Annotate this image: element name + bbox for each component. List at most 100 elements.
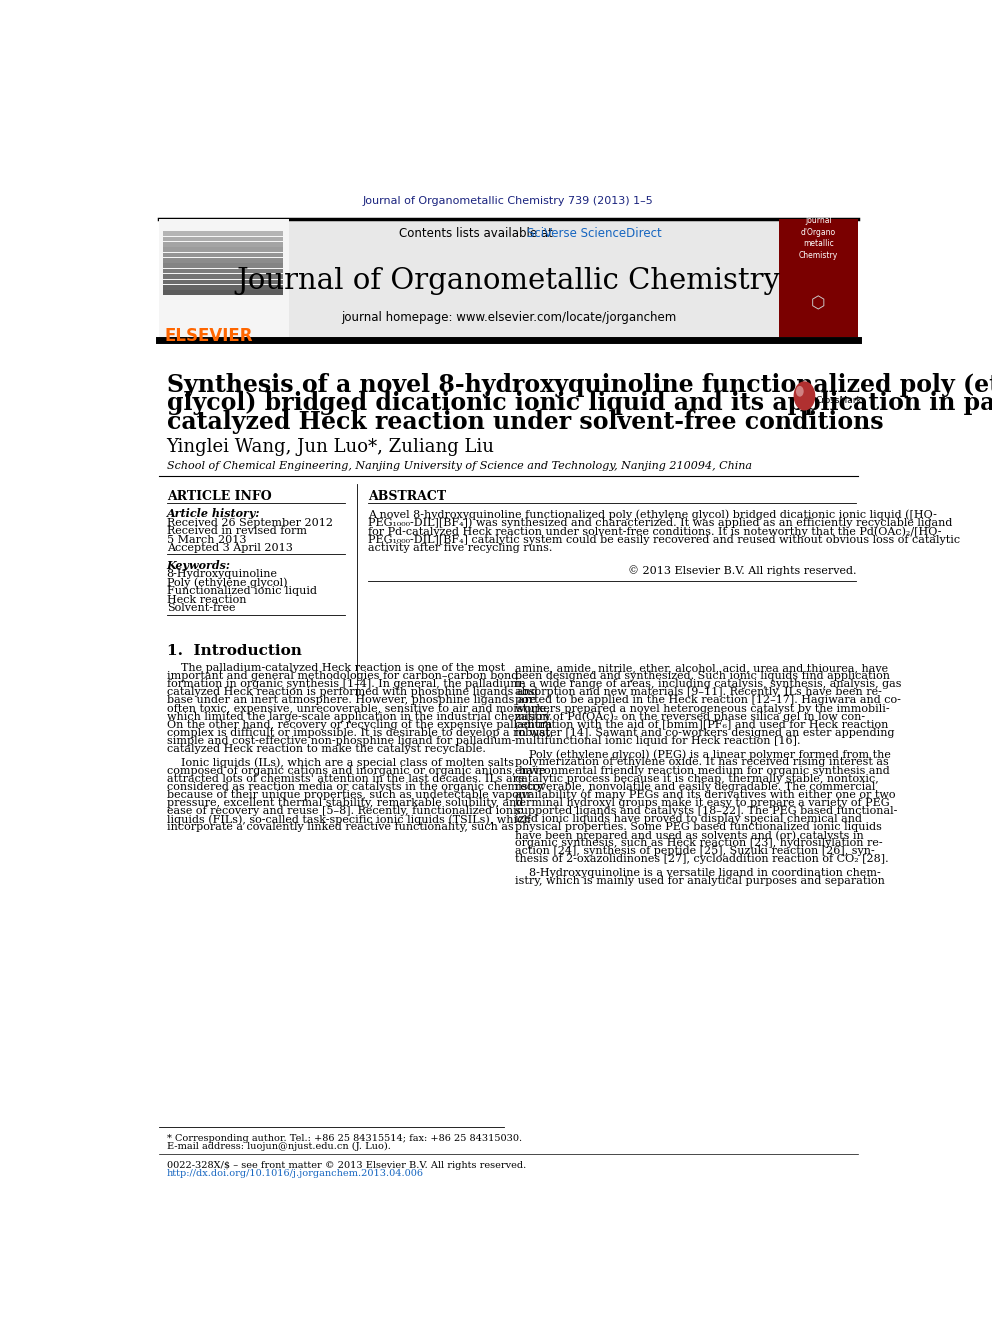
Text: for Pd-catalyzed Heck reaction under solvent-free conditions. It is noteworthy t: for Pd-catalyzed Heck reaction under sol… xyxy=(368,527,941,537)
Text: © 2013 Elsevier B.V. All rights reserved.: © 2013 Elsevier B.V. All rights reserved… xyxy=(628,565,856,576)
Text: terminal hydroxyl groups make it easy to prepare a variety of PEG: terminal hydroxyl groups make it easy to… xyxy=(516,798,890,808)
Text: absorption and new materials [9–11]. Recently, ILs have been re-: absorption and new materials [9–11]. Rec… xyxy=(516,688,882,697)
Text: supported ligands and catalysts [18–22]. The PEG based functional-: supported ligands and catalysts [18–22].… xyxy=(516,806,898,816)
Bar xyxy=(163,274,283,279)
Text: multifunctional ionic liquid for Heck reaction [16].: multifunctional ionic liquid for Heck re… xyxy=(516,736,801,746)
Text: Ionic liquids (ILs), which are a special class of molten salts: Ionic liquids (ILs), which are a special… xyxy=(167,758,514,767)
Bar xyxy=(163,291,283,295)
Text: organic synthesis, such as Heck reaction [23], hydrosilylation re-: organic synthesis, such as Heck reaction… xyxy=(516,839,883,848)
Bar xyxy=(163,247,283,251)
Text: SciVerse ScienceDirect: SciVerse ScienceDirect xyxy=(527,226,662,239)
Text: often toxic, expensive, unrecoverable, sensitive to air and moisture,: often toxic, expensive, unrecoverable, s… xyxy=(167,704,550,713)
Bar xyxy=(163,242,283,246)
Text: Contents lists available at: Contents lists available at xyxy=(399,226,557,239)
Text: attracted lots of chemists' attention in the last decades. ILs are: attracted lots of chemists' attention in… xyxy=(167,774,524,783)
Text: workers prepared a novel heterogeneous catalyst by the immobili-: workers prepared a novel heterogeneous c… xyxy=(516,704,890,713)
Text: Poly (ethylene glycol) (PEG) is a linear polymer formed from the: Poly (ethylene glycol) (PEG) is a linear… xyxy=(516,749,891,759)
Bar xyxy=(163,284,283,290)
Text: recoverable, nonvolatile and easily degradable. The commercial: recoverable, nonvolatile and easily degr… xyxy=(516,782,876,791)
Text: base under an inert atmosphere. However, phosphine ligands are: base under an inert atmosphere. However,… xyxy=(167,696,536,705)
Text: Functionalized ionic liquid: Functionalized ionic liquid xyxy=(167,586,316,597)
Text: Received in revised form: Received in revised form xyxy=(167,527,307,536)
Text: liquids (FILs), so-called task-specific ionic liquids (TSILs), which: liquids (FILs), so-called task-specific … xyxy=(167,814,531,824)
Text: important and general methodologies for carbon–carbon bond: important and general methodologies for … xyxy=(167,671,518,681)
Text: thesis of 2-oxazolidinones [27], cycloaddition reaction of CO₂ [28].: thesis of 2-oxazolidinones [27], cycload… xyxy=(516,855,889,864)
Text: 8-Hydroxyquinoline: 8-Hydroxyquinoline xyxy=(167,569,278,579)
Text: ported to be applied in the Heck reaction [12–17]. Hagiwara and co-: ported to be applied in the Heck reactio… xyxy=(516,696,902,705)
Text: have been prepared and used as solvents and (or) catalysts in: have been prepared and used as solvents … xyxy=(516,831,864,840)
Text: catalyzed Heck reaction under solvent-free conditions: catalyzed Heck reaction under solvent-fr… xyxy=(167,410,883,434)
Text: ⬡: ⬡ xyxy=(811,295,825,312)
Text: environmental friendly reaction medium for organic synthesis and: environmental friendly reaction medium f… xyxy=(516,766,890,775)
Text: catalyzed Heck reaction to make the catalyst recyclable.: catalyzed Heck reaction to make the cata… xyxy=(167,744,485,754)
Text: http://dx.doi.org/10.1016/j.jorganchem.2013.04.006: http://dx.doi.org/10.1016/j.jorganchem.2… xyxy=(167,1170,424,1177)
Text: centration with the aid of [bmim][PF₆] and used for Heck reaction: centration with the aid of [bmim][PF₆] a… xyxy=(516,720,889,730)
Text: ized ionic liquids have proved to display special chemical and: ized ionic liquids have proved to displa… xyxy=(516,814,862,824)
Text: Poly (ethylene glycol): Poly (ethylene glycol) xyxy=(167,578,287,589)
Text: composed of organic cations and inorganic or organic anions, have: composed of organic cations and inorgani… xyxy=(167,766,546,775)
Bar xyxy=(163,279,283,284)
Bar xyxy=(163,258,283,263)
Text: E-mail address: luojun@njust.edu.cn (J. Luo).: E-mail address: luojun@njust.edu.cn (J. … xyxy=(167,1142,391,1151)
Text: been designed and synthesized. Such ionic liquids find application: been designed and synthesized. Such ioni… xyxy=(516,671,891,681)
Bar xyxy=(163,263,283,269)
Text: Synthesis of a novel 8-hydroxyquinoline functionalized poly (ethylene: Synthesis of a novel 8-hydroxyquinoline … xyxy=(167,373,992,397)
Text: 1.  Introduction: 1. Introduction xyxy=(167,644,302,658)
Text: Heck reaction: Heck reaction xyxy=(167,594,246,605)
Text: incorporate a covalently linked reactive functionality, such as: incorporate a covalently linked reactive… xyxy=(167,822,514,832)
Text: ARTICLE INFO: ARTICLE INFO xyxy=(167,490,271,503)
FancyBboxPatch shape xyxy=(159,218,858,337)
Text: Received 26 September 2012: Received 26 September 2012 xyxy=(167,517,332,528)
Text: in water [14]. Sawant and co-workers designed an ester appending: in water [14]. Sawant and co-workers des… xyxy=(516,728,895,738)
Text: Yinglei Wang, Jun Luo*, Zuliang Liu: Yinglei Wang, Jun Luo*, Zuliang Liu xyxy=(167,438,495,455)
Text: considered as reaction media or catalysts in the organic chemistry: considered as reaction media or catalyst… xyxy=(167,782,544,791)
Text: formation in organic synthesis [1–4]. In general, the palladium-: formation in organic synthesis [1–4]. In… xyxy=(167,679,524,689)
Text: PEG₁₀₀₀-DIL][BF₄] catalytic system could be easily recovered and reused without : PEG₁₀₀₀-DIL][BF₄] catalytic system could… xyxy=(368,534,960,545)
Text: Article history:: Article history: xyxy=(167,508,260,520)
Ellipse shape xyxy=(794,381,815,410)
Text: polymerization of ethylene oxide. It has received rising interest as: polymerization of ethylene oxide. It has… xyxy=(516,758,889,767)
Text: 8-Hydroxyquinoline is a versatile ligand in coordination chem-: 8-Hydroxyquinoline is a versatile ligand… xyxy=(516,868,881,878)
Text: istry, which is mainly used for analytical purposes and separation: istry, which is mainly used for analytic… xyxy=(516,876,885,886)
Text: Keywords:: Keywords: xyxy=(167,560,230,572)
Text: amine, amide, nitrile, ether, alcohol, acid, urea and thiourea, have: amine, amide, nitrile, ether, alcohol, a… xyxy=(516,663,889,673)
Bar xyxy=(163,269,283,274)
Text: Journal of Organometallic Chemistry: Journal of Organometallic Chemistry xyxy=(236,266,781,295)
Text: Accepted 3 April 2013: Accepted 3 April 2013 xyxy=(167,542,293,553)
Text: in a wide range of areas, including catalysis, synthesis, analysis, gas: in a wide range of areas, including cata… xyxy=(516,679,902,689)
Text: A novel 8-hydroxyquinoline functionalized poly (ethylene glycol) bridged dicatio: A novel 8-hydroxyquinoline functionalize… xyxy=(368,509,937,520)
Text: ELSEVIER: ELSEVIER xyxy=(165,327,253,344)
Text: complex is difficult or impossible. It is desirable to develop a robust,: complex is difficult or impossible. It i… xyxy=(167,728,553,738)
Text: journal homepage: www.elsevier.com/locate/jorganchem: journal homepage: www.elsevier.com/locat… xyxy=(341,311,676,324)
Bar xyxy=(163,232,283,235)
Text: action [24], synthesis of peptide [25], Suzuki reaction [26], syn-: action [24], synthesis of peptide [25], … xyxy=(516,847,875,856)
Text: PEG₁₀₀₀-DIL][BF₄]) was synthesized and characterized. It was applied as an effic: PEG₁₀₀₀-DIL][BF₄]) was synthesized and c… xyxy=(368,517,952,528)
Text: * Corresponding author. Tel.: +86 25 84315514; fax: +86 25 84315030.: * Corresponding author. Tel.: +86 25 843… xyxy=(167,1134,522,1143)
FancyBboxPatch shape xyxy=(159,218,289,337)
Text: CrossMark: CrossMark xyxy=(815,396,862,405)
Text: availability of many PEGs and its derivatives with either one or two: availability of many PEGs and its deriva… xyxy=(516,790,896,800)
Text: zation of Pd(OAc)₂ on the reversed phase silica gel in low con-: zation of Pd(OAc)₂ on the reversed phase… xyxy=(516,712,865,722)
Ellipse shape xyxy=(796,386,804,397)
Text: catalyzed Heck reaction is performed with phosphine ligands and: catalyzed Heck reaction is performed wit… xyxy=(167,688,538,697)
Text: The palladium-catalyzed Heck reaction is one of the most: The palladium-catalyzed Heck reaction is… xyxy=(167,663,505,673)
Text: 5 March 2013: 5 March 2013 xyxy=(167,534,246,545)
Text: because of their unique properties, such as undetectable vapour: because of their unique properties, such… xyxy=(167,790,531,800)
Text: ease of recovery and reuse [5–8]. Recently, functionalized ionic: ease of recovery and reuse [5–8]. Recent… xyxy=(167,806,523,816)
Text: 0022-328X/$ – see front matter © 2013 Elsevier B.V. All rights reserved.: 0022-328X/$ – see front matter © 2013 El… xyxy=(167,1160,526,1170)
Text: simple and cost-effective non-phosphine ligand for palladium-: simple and cost-effective non-phosphine … xyxy=(167,736,515,746)
Text: On the other hand, recovery or recycling of the expensive palladium: On the other hand, recovery or recycling… xyxy=(167,720,552,730)
FancyBboxPatch shape xyxy=(779,218,858,337)
Text: School of Chemical Engineering, Nanjing University of Science and Technology, Na: School of Chemical Engineering, Nanjing … xyxy=(167,460,752,471)
Text: activity after five recycling runs.: activity after five recycling runs. xyxy=(368,542,553,553)
Text: which limited the large-scale application in the industrial chemistry.: which limited the large-scale applicatio… xyxy=(167,712,553,721)
Text: Journal of Organometallic Chemistry 739 (2013) 1–5: Journal of Organometallic Chemistry 739 … xyxy=(363,196,654,205)
Text: pressure, excellent thermal stability, remarkable solubility, and: pressure, excellent thermal stability, r… xyxy=(167,798,523,808)
Text: catalytic process because it is cheap, thermally stable, nontoxic,: catalytic process because it is cheap, t… xyxy=(516,774,879,783)
Text: glycol) bridged dicationic ionic liquid and its application in palladium-: glycol) bridged dicationic ionic liquid … xyxy=(167,392,992,415)
Text: physical properties. Some PEG based functionalized ionic liquids: physical properties. Some PEG based func… xyxy=(516,822,882,832)
Bar xyxy=(163,253,283,257)
Text: Solvent-free: Solvent-free xyxy=(167,603,235,613)
Text: Journal
d'Organo
metallic
Chemistry: Journal d'Organo metallic Chemistry xyxy=(799,216,838,261)
Text: ABSTRACT: ABSTRACT xyxy=(368,490,446,503)
